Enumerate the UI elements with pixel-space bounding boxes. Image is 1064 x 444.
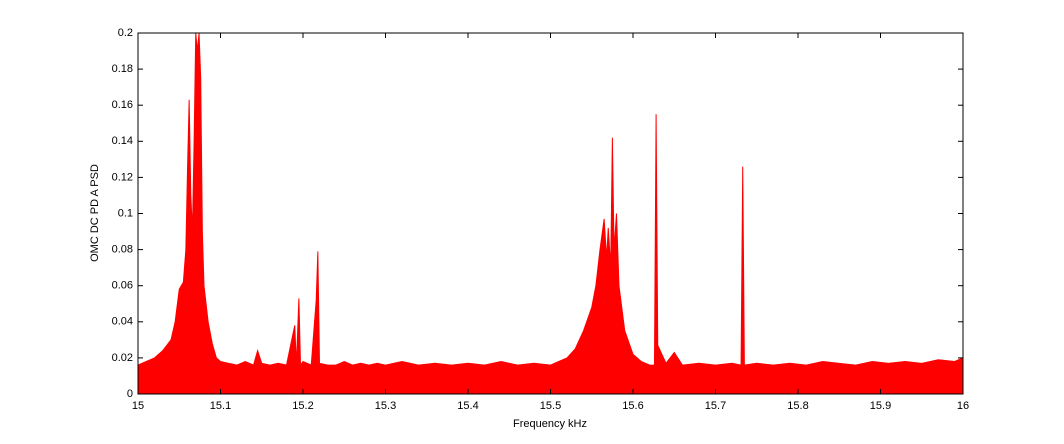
x-tick-label: 15.3 — [375, 400, 396, 412]
y-tick-label: 0.14 — [112, 135, 133, 147]
y-tick-label: 0.18 — [112, 63, 133, 75]
x-tick-label: 15 — [132, 400, 144, 412]
x-tick-label: 15.6 — [622, 400, 643, 412]
spectrum-area — [137, 32, 964, 395]
y-tick-label: 0.06 — [112, 280, 133, 292]
x-tick-label: 16 — [957, 400, 969, 412]
y-tick-label: 0.08 — [112, 244, 133, 256]
y-tick-label: 0.02 — [112, 352, 133, 364]
y-tick-label: 0 — [127, 388, 133, 400]
y-tick-label: 0.04 — [112, 316, 133, 328]
x-tick-label: 15.8 — [787, 400, 808, 412]
y-axis-label: OMC DC PD A PSD — [89, 164, 101, 262]
x-tick-label: 15.1 — [210, 400, 231, 412]
axes-box — [137, 32, 964, 395]
y-tick-label: 0.16 — [112, 99, 133, 111]
y-tick-label: 0.12 — [112, 171, 133, 183]
x-tick-label: 15.7 — [705, 400, 726, 412]
x-tick-label: 15.9 — [870, 400, 891, 412]
y-tick-label: 0.1 — [118, 207, 133, 219]
x-tick-label: 15.5 — [540, 400, 561, 412]
plot-frame — [137, 32, 964, 395]
x-tick-label: 15.2 — [292, 400, 313, 412]
y-tick-label: 0.2 — [118, 27, 133, 39]
x-axis-label: Frequency kHz — [513, 418, 587, 430]
x-tick-label: 15.4 — [457, 400, 478, 412]
